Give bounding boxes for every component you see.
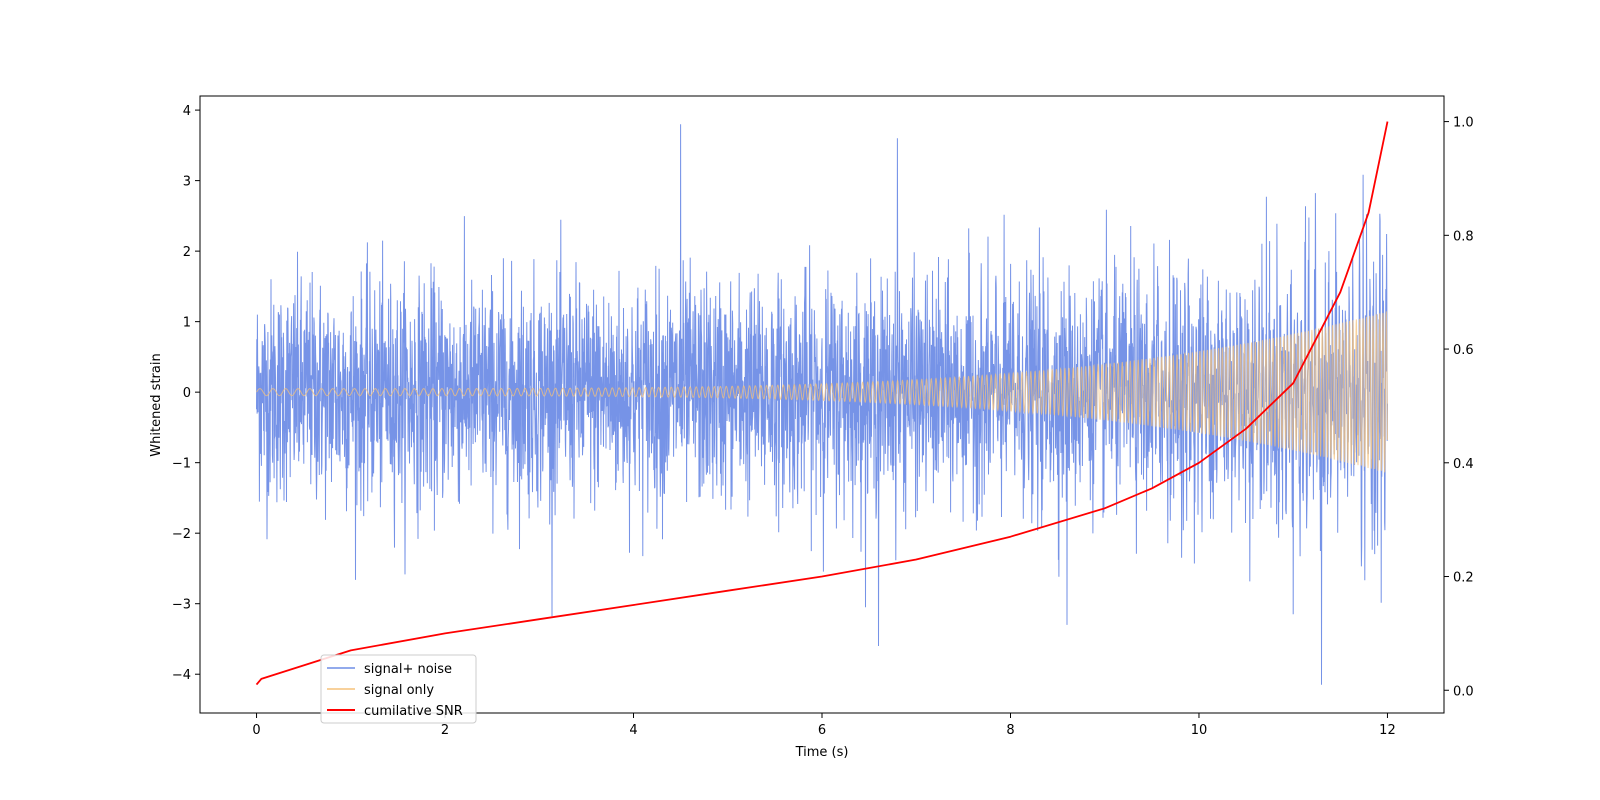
y-tick-label: −3 (172, 598, 191, 613)
y2-tick-label: 0.2 (1453, 571, 1474, 586)
x-tick-label: 2 (441, 723, 449, 738)
x-tick-label: 4 (629, 723, 637, 738)
x-tick-label: 10 (1191, 723, 1208, 738)
legend-label: signal+ noise (364, 662, 452, 677)
series-cumulative-snr-line (255, 121, 1389, 686)
y-tick-label: 1 (183, 316, 191, 331)
y-tick-label: −1 (172, 457, 191, 472)
y2-tick-label: 0.6 (1453, 343, 1474, 358)
y-tick-label: 2 (183, 245, 191, 260)
y2-tick-label: 1.0 (1453, 116, 1474, 131)
y-tick-label: 0 (183, 386, 191, 401)
legend-label: cumilative SNR (364, 704, 463, 719)
x-tick-label: 8 (1006, 723, 1014, 738)
x-tick-label: 12 (1379, 723, 1396, 738)
x-tick-label: 0 (252, 723, 260, 738)
y2-tick-label: 0.8 (1453, 229, 1474, 244)
series-signal-only-line (256, 311, 1388, 473)
y-tick-label: 4 (183, 104, 191, 119)
y-tick-label: −2 (172, 527, 191, 542)
x-tick-label: 6 (818, 723, 826, 738)
y-tick-label: 3 (183, 175, 191, 190)
legend-label: signal only (364, 683, 434, 698)
y-tick-label: −4 (172, 668, 191, 683)
y-axis-title: Whitened strain (149, 353, 164, 456)
x-axis-title: Time (s) (795, 745, 849, 760)
y2-tick-label: 0.4 (1453, 457, 1474, 472)
legend-box (320, 654, 477, 724)
y2-tick-label: 0.0 (1453, 684, 1474, 699)
legend: signal+ noise signal only cumilative SNR (320, 654, 477, 724)
